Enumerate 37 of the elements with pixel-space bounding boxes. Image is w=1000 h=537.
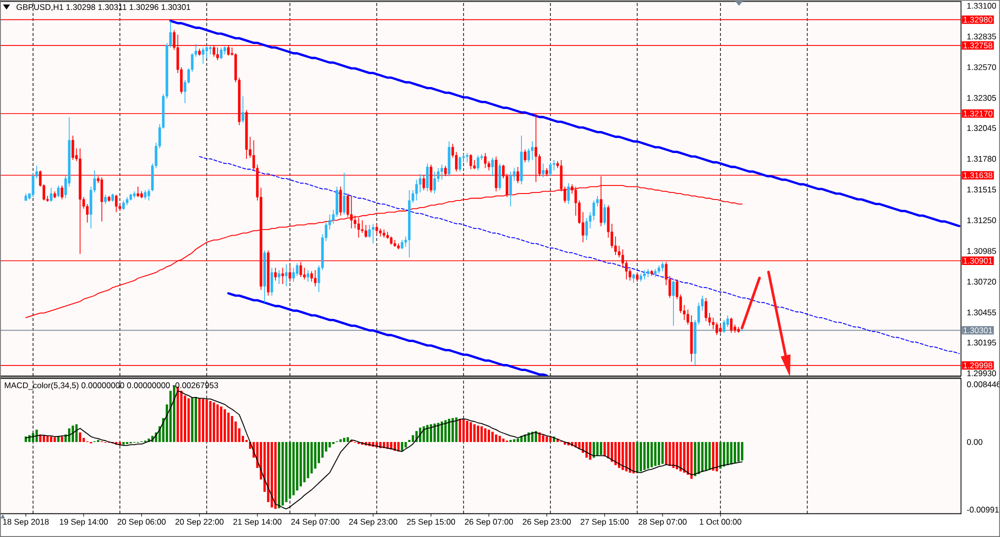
y-tick-label: 0.00: [967, 439, 982, 445]
x-tick-label: 26 Sep 07:00: [464, 518, 513, 526]
y-tick-label: 1.30195: [967, 340, 996, 346]
x-tick-label: 21 Sep 14:00: [233, 518, 282, 526]
y-tick-label: 1.32305: [967, 95, 996, 101]
ref-line-label: 1.32980: [964, 16, 992, 23]
x-tick-label: 24 Sep 07:00: [291, 518, 340, 526]
x-tick-label: 19 Sep 14:00: [60, 518, 108, 526]
y-tick-label: 1.31780: [967, 156, 996, 162]
ref-line-label: 1.30901: [964, 258, 992, 264]
y-tick-label: 1.32045: [967, 125, 996, 131]
ref-line-label: 1.30301: [964, 327, 992, 334]
x-tick-label: 1 Oct 00:00: [700, 518, 742, 525]
y-tick-label: 1.29930: [967, 370, 996, 376]
y-tick-label: 1.32570: [967, 64, 996, 70]
x-tick-label: 26 Sep 23:00: [522, 518, 571, 526]
chart-title: GBPUSD,H1 1.30298 1.30311 1.30296 1.30301: [16, 4, 190, 11]
x-tick-label: 28 Sep 07:00: [638, 518, 687, 526]
y-tick-label: 1.31250: [967, 217, 996, 224]
y-tick-label: 1.33100: [967, 2, 996, 9]
y-tick-label: 1.32835: [967, 34, 996, 40]
x-tick-label: 24 Sep 23:00: [349, 518, 398, 526]
x-tick-label: 18 Sep 2018: [3, 518, 49, 526]
x-tick-label: 27 Sep 15:00: [580, 518, 629, 526]
ref-line-label: 1.32758: [964, 42, 992, 48]
ref-line-label: 1.31638: [964, 172, 992, 178]
y-tick-label: 1.30720: [967, 278, 996, 285]
x-tick-label: 20 Sep 06:00: [118, 518, 166, 526]
x-tick-label: 20 Sep 22:00: [175, 518, 224, 526]
y-tick-label: 1.30455: [967, 310, 996, 316]
ref-line-label: 1.32170: [964, 110, 992, 117]
y-tick-label: 1.31515: [967, 186, 996, 192]
y-tick-label: 1.30985: [967, 248, 996, 254]
chart-title: MACD_color(5,34,5) 0.00000000 0.00000000 -0.00267953: [4, 382, 218, 390]
y-tick-label: -0.00991: [967, 506, 999, 513]
x-tick-label: 25 Sep 15:00: [407, 518, 456, 526]
ref-line-label: 1.29998: [964, 362, 992, 368]
